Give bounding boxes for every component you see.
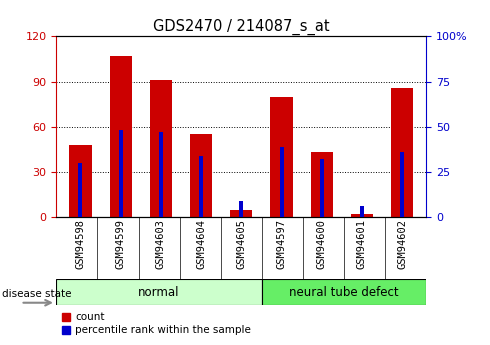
Bar: [311, 152, 333, 217]
Legend: count, percentile rank within the sample: count, percentile rank within the sample: [62, 312, 251, 335]
Title: GDS2470 / 214087_s_at: GDS2470 / 214087_s_at: [153, 19, 330, 35]
FancyBboxPatch shape: [262, 279, 426, 305]
Bar: [190, 134, 212, 217]
Bar: [230, 210, 252, 217]
Bar: [391, 88, 413, 217]
Bar: [360, 206, 364, 217]
Bar: [110, 56, 132, 217]
Bar: [199, 156, 203, 217]
Bar: [150, 80, 172, 217]
Bar: [280, 147, 284, 217]
Bar: [239, 201, 244, 217]
Bar: [320, 159, 324, 217]
Text: disease state: disease state: [2, 289, 72, 299]
Bar: [119, 130, 122, 217]
Text: normal: normal: [138, 286, 180, 299]
Bar: [159, 132, 163, 217]
Bar: [270, 97, 293, 217]
Bar: [70, 145, 92, 217]
Bar: [78, 163, 82, 217]
Bar: [400, 152, 404, 217]
FancyBboxPatch shape: [56, 279, 262, 305]
Bar: [351, 214, 373, 217]
Text: neural tube defect: neural tube defect: [289, 286, 399, 299]
